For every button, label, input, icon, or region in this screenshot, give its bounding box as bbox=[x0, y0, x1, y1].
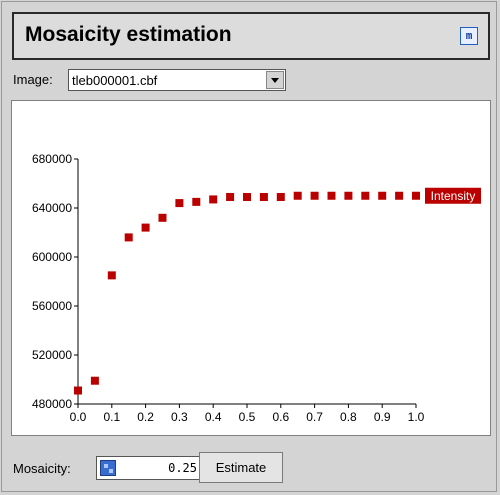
x-tick-label: 0.8 bbox=[340, 410, 357, 424]
x-tick-label: 1.0 bbox=[408, 410, 425, 424]
y-tick-label: 520000 bbox=[32, 348, 72, 362]
x-tick-label: 0.5 bbox=[239, 410, 256, 424]
data-point bbox=[226, 192, 235, 201]
y-tick-label: 560000 bbox=[32, 299, 72, 313]
estimate-button[interactable]: Estimate bbox=[199, 452, 283, 483]
y-tick-label: 600000 bbox=[32, 250, 72, 264]
data-point bbox=[107, 271, 116, 280]
chevron-down-icon[interactable] bbox=[266, 71, 284, 89]
data-point bbox=[192, 197, 201, 206]
mosaicity-value: 0.25 bbox=[168, 461, 197, 475]
mosaicity-row: Mosaicity: 0.25 Estimate bbox=[13, 452, 493, 484]
data-point bbox=[327, 191, 336, 200]
mosaicity-input[interactable]: 0.25 bbox=[96, 456, 204, 480]
mosaicity-label: Mosaicity: bbox=[13, 461, 71, 476]
data-point bbox=[361, 191, 370, 200]
x-tick-label: 0.0 bbox=[70, 410, 87, 424]
data-point bbox=[141, 223, 150, 232]
data-point bbox=[293, 191, 302, 200]
page-title: Mosaicity estimation bbox=[25, 23, 232, 46]
image-select[interactable]: tleb000001.cbf bbox=[68, 69, 286, 91]
data-point bbox=[378, 191, 387, 200]
data-point bbox=[412, 191, 420, 200]
intensity-chart: 480000 520000 560000 600000 640000 680000 0.0 0… bbox=[32, 152, 481, 424]
y-tick-label: 680000 bbox=[32, 152, 72, 166]
image-label: Image: bbox=[13, 72, 53, 87]
intensity-plot: 480000 520000 560000 600000 640000 680000 0.0 0… bbox=[11, 100, 491, 436]
y-tick-label: 640000 bbox=[32, 201, 72, 215]
data-point bbox=[259, 192, 268, 201]
data-point bbox=[90, 376, 99, 385]
data-point bbox=[395, 191, 404, 200]
x-tick-label: 0.2 bbox=[137, 410, 154, 424]
data-point bbox=[175, 199, 184, 208]
data-point bbox=[344, 191, 353, 200]
x-tick-label: 0.6 bbox=[272, 410, 289, 424]
legend-label: Intensity bbox=[431, 189, 476, 203]
title-bar: Mosaicity estimation m bbox=[12, 12, 490, 60]
data-point bbox=[243, 192, 251, 201]
data-point bbox=[124, 233, 133, 242]
minimize-icon[interactable]: m bbox=[460, 27, 478, 45]
x-tick-label: 0.3 bbox=[171, 410, 188, 424]
spin-icon bbox=[100, 460, 116, 476]
data-point bbox=[74, 386, 82, 395]
image-select-value: tleb000001.cbf bbox=[72, 73, 158, 88]
data-point bbox=[158, 213, 167, 222]
x-tick-label: 0.4 bbox=[205, 410, 222, 424]
x-tick-label: 0.9 bbox=[374, 410, 391, 424]
data-point bbox=[209, 195, 218, 204]
x-tick-label: 0.1 bbox=[103, 410, 120, 424]
data-point bbox=[310, 191, 319, 200]
legend-box bbox=[425, 187, 481, 204]
y-tick-label: 480000 bbox=[32, 397, 72, 411]
data-point bbox=[276, 192, 285, 201]
x-tick-label: 0.7 bbox=[306, 410, 323, 424]
